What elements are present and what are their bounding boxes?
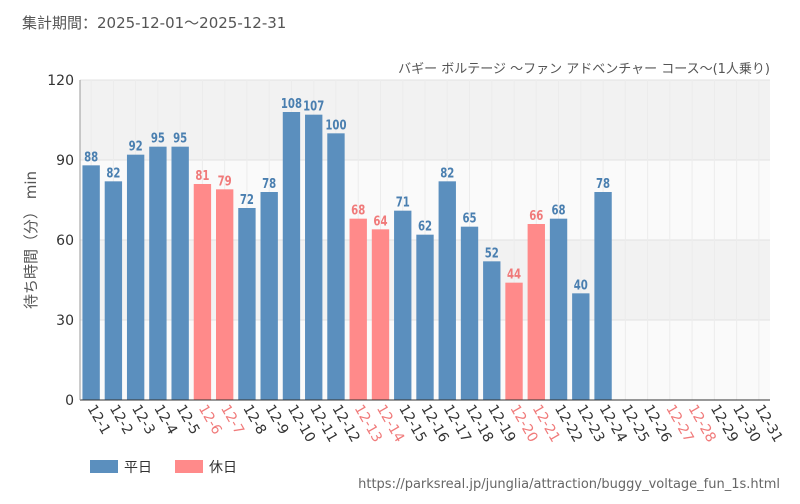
bar-value-label: 82 (106, 165, 120, 181)
x-tick-labels: 12-112-212-312-412-512-612-712-812-912-1… (84, 402, 786, 445)
bar-12-14 (371, 229, 390, 400)
bar-value-label: 40 (574, 277, 588, 293)
bar-value-label: 82 (440, 165, 454, 181)
bar-value-label: 65 (462, 210, 476, 226)
legend-swatch-weekday (90, 460, 118, 473)
bar-12-12 (327, 133, 345, 401)
bar-12-13 (349, 218, 367, 400)
bar-value-label: 92 (129, 138, 143, 154)
bar-12-6 (193, 184, 212, 400)
bar-12-18 (460, 226, 479, 400)
bar-12-21 (527, 224, 545, 400)
bar-value-label: 64 (373, 213, 387, 229)
period-label: 集計期間：2025-12-01～2025-12-31 (22, 14, 286, 32)
bar-value-label: 52 (485, 245, 499, 261)
bar-12-3 (126, 154, 145, 400)
bar-value-label: 100 (325, 117, 346, 133)
y-tick-label: 90 (56, 153, 74, 169)
bar-12-10 (282, 112, 301, 400)
bar-12-4 (149, 146, 167, 400)
bar-value-label: 95 (151, 130, 165, 146)
y-axis-label: 待ち時間（分） min (22, 171, 40, 309)
bar-value-label: 88 (84, 149, 98, 165)
bar-12-24 (594, 192, 612, 400)
bar-value-label: 66 (529, 208, 543, 224)
bar-12-20 (505, 282, 523, 400)
bar-12-2 (104, 181, 123, 400)
bar-value-label: 68 (552, 202, 566, 218)
bar-12-11 (305, 114, 323, 401)
bar-12-17 (438, 181, 456, 400)
bar-value-label: 81 (195, 168, 209, 184)
bars-group (82, 112, 612, 401)
bar-value-label: 79 (218, 173, 232, 189)
bar-value-label: 44 (507, 266, 521, 282)
bar-12-22 (549, 218, 568, 400)
bar-12-5 (171, 146, 189, 400)
y-tick-label: 60 (56, 233, 74, 249)
legend: 平日 休日 (90, 460, 237, 476)
bar-12-16 (416, 234, 434, 400)
bar-value-label: 68 (351, 202, 365, 218)
chart-subtitle: バギー ボルテージ ～ファン アドベンチャー コース～(1人乗り) (398, 62, 770, 77)
bar-value-label: 107 (303, 98, 324, 114)
y-tick-labels: 0 30 60 90 120 (47, 73, 74, 409)
legend-swatch-holiday (175, 460, 203, 473)
bar-12-1 (82, 165, 100, 400)
bar-value-label: 62 (418, 218, 432, 234)
bar-value-label: 78 (262, 176, 276, 192)
bar-value-label: 108 (281, 96, 302, 112)
y-tick-label: 30 (56, 313, 74, 329)
y-tick-label: 0 (65, 393, 74, 409)
bar-value-label: 95 (173, 130, 187, 146)
bar-12-9 (260, 192, 278, 400)
source-url: https://parksreal.jp/junglia/attraction/… (358, 477, 780, 492)
bar-value-label: 72 (240, 192, 254, 208)
legend-label-holiday: 休日 (209, 460, 237, 476)
legend-label-weekday: 平日 (124, 460, 152, 476)
bar-12-7 (215, 189, 234, 400)
bar-12-8 (238, 208, 256, 400)
bar-12-23 (572, 293, 590, 400)
y-tick-label: 120 (47, 73, 74, 89)
bar-12-19 (483, 261, 501, 400)
bar-12-15 (394, 210, 412, 400)
bar-value-label: 78 (596, 176, 610, 192)
bar-value-label: 71 (396, 194, 410, 210)
